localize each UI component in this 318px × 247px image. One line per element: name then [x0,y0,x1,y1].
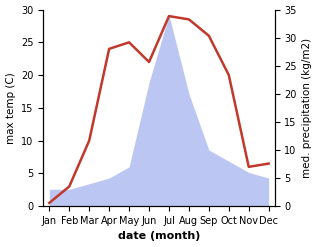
Y-axis label: max temp (C): max temp (C) [5,72,16,144]
Y-axis label: med. precipitation (kg/m2): med. precipitation (kg/m2) [302,38,313,178]
X-axis label: date (month): date (month) [118,231,200,242]
